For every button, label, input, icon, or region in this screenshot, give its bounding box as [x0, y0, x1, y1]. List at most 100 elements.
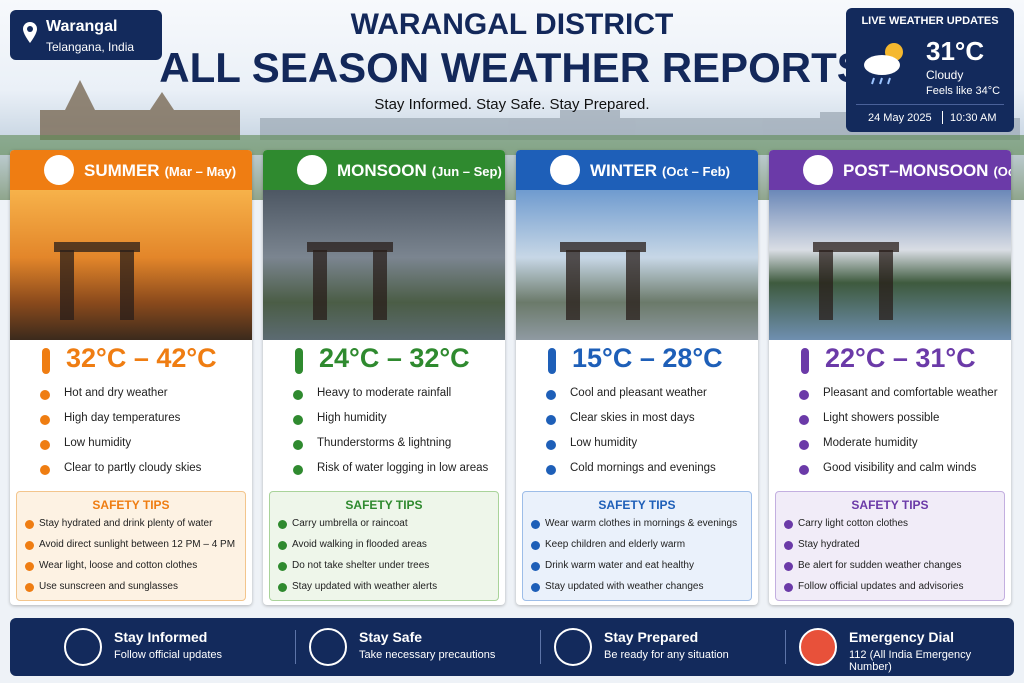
condition-text: Clear to partly cloudy skies [64, 462, 202, 474]
location-region: Telangana, India [46, 40, 135, 54]
live-condition: Cloudy [926, 68, 964, 82]
tip-icon [784, 562, 793, 571]
tip-text: Drink warm water and eat healthy [545, 560, 694, 571]
footer-icon [64, 628, 102, 666]
season-title: MONSOON (Jun – Sep) [337, 161, 502, 181]
tip-text: Stay updated with weather changes [545, 581, 704, 592]
safety-title: SAFETY TIPS [598, 498, 676, 512]
condition-icon [799, 415, 809, 425]
skyline [0, 80, 1024, 155]
safety-title: SAFETY TIPS [92, 498, 170, 512]
tip-icon [531, 541, 540, 550]
footer-divider [295, 630, 296, 664]
season-name: WINTER [590, 161, 658, 180]
season-photo [263, 190, 505, 340]
season-header: WINTER (Oct – Feb) [516, 150, 758, 190]
pin-icon [23, 22, 37, 43]
tagline: Stay Informed. Stay Safe. Stay Prepared. [374, 96, 650, 113]
footer-title: Emergency Dial [849, 629, 955, 645]
footer-subtitle: Take necessary precautions [359, 649, 496, 661]
condition-icon [546, 465, 556, 475]
safety-title: SAFETY TIPS [851, 498, 929, 512]
season-months: (Oct – Nov) [993, 164, 1011, 179]
condition-icon [293, 390, 303, 400]
condition-icon [293, 465, 303, 475]
condition-text: Risk of water logging in low areas [317, 462, 489, 474]
condition-text: Light showers possible [823, 412, 940, 424]
season-name: MONSOON [337, 161, 427, 180]
gate-silhouette [560, 242, 646, 320]
gate-silhouette [813, 242, 899, 320]
condition-text: Low humidity [570, 437, 638, 449]
condition-icon [40, 465, 50, 475]
divider [856, 104, 1004, 105]
safety-box: SAFETY TIPS Stay hydrated and drink plent… [16, 491, 246, 601]
footer-icon [309, 628, 347, 666]
tip-icon [278, 520, 287, 529]
season-months: (Mar – May) [164, 164, 237, 179]
tip-text: Wear light, loose and cotton clothes [39, 560, 198, 571]
thermometer-icon [548, 348, 556, 374]
title-line-2: ALL SEASON WEATHER REPORTS [159, 44, 865, 91]
condition-icon [799, 390, 809, 400]
condition-text: Cold mornings and evenings [570, 462, 716, 474]
temperature-range: 22°C – 31°C [825, 343, 976, 373]
condition-text: Pleasant and comfortable weather [823, 387, 998, 399]
tip-text: Wear warm clothes in mornings & evenings [545, 518, 738, 529]
cloud-icon [864, 43, 903, 85]
tip-icon [25, 520, 34, 529]
footer-subtitle: Follow official updates [114, 649, 223, 661]
live-time: 10:30 AM [950, 112, 997, 124]
safety-title: SAFETY TIPS [345, 498, 423, 512]
tip-text: Carry light cotton clothes [798, 518, 909, 529]
condition-text: Moderate humidity [823, 437, 918, 449]
live-temperature: 31°C [926, 36, 985, 66]
temperature-range: 15°C – 28°C [572, 343, 723, 373]
gate-silhouette [307, 242, 393, 320]
tip-icon [784, 541, 793, 550]
season-card: POST–MONSOON (Oct – Nov) 22°C – 31°C Pleasa… [769, 150, 1011, 605]
season-name: POST–MONSOON [843, 161, 989, 180]
safety-box: SAFETY TIPS Carry umbrella or raincoat Avo… [269, 491, 499, 601]
condition-text: High day temperatures [64, 412, 181, 424]
footer-divider [540, 630, 541, 664]
gate-silhouette [54, 242, 140, 320]
season-months: (Jun – Sep) [431, 164, 502, 179]
tip-icon [278, 583, 287, 592]
footer-title: Stay Informed [114, 629, 208, 645]
tip-icon [278, 541, 287, 550]
condition-icon [799, 465, 809, 475]
condition-text: High humidity [317, 412, 387, 424]
temperature-range: 32°C – 42°C [66, 343, 217, 373]
condition-text: Heavy to moderate rainfall [317, 387, 452, 399]
tip-text: Be alert for sudden weather changes [798, 560, 962, 571]
season-photo [769, 190, 1011, 340]
tip-text: Stay updated with weather alerts [292, 581, 438, 592]
temperature-range: 24°C – 32°C [319, 343, 470, 373]
footer-title: Stay Safe [359, 629, 423, 645]
footer-icon [554, 628, 592, 666]
season-title: POST–MONSOON (Oct – Nov) [843, 161, 1011, 181]
tip-icon [531, 520, 540, 529]
safety-box: SAFETY TIPS Wear warm clothes in mornings… [522, 491, 752, 601]
footer-divider [785, 630, 786, 664]
season-header: POST–MONSOON (Oct – Nov) [769, 150, 1011, 190]
season-icon [803, 155, 833, 185]
season-card: SUMMER (Mar – May) 32°C – 42°C Hot and dry … [10, 150, 252, 605]
season-header: SUMMER (Mar – May) [10, 150, 252, 190]
season-photo [10, 190, 252, 340]
condition-icon [799, 440, 809, 450]
condition-icon [546, 415, 556, 425]
season-title: SUMMER (Mar – May) [84, 161, 236, 181]
thermometer-icon [42, 348, 50, 374]
condition-icon [40, 440, 50, 450]
condition-icon [546, 390, 556, 400]
safety-box: SAFETY TIPS Carry light cotton clothes Sta… [775, 491, 1005, 601]
tip-icon [784, 520, 793, 529]
condition-icon [293, 415, 303, 425]
season-icon [297, 155, 327, 185]
season-name: SUMMER [84, 161, 160, 180]
tip-icon [278, 562, 287, 571]
